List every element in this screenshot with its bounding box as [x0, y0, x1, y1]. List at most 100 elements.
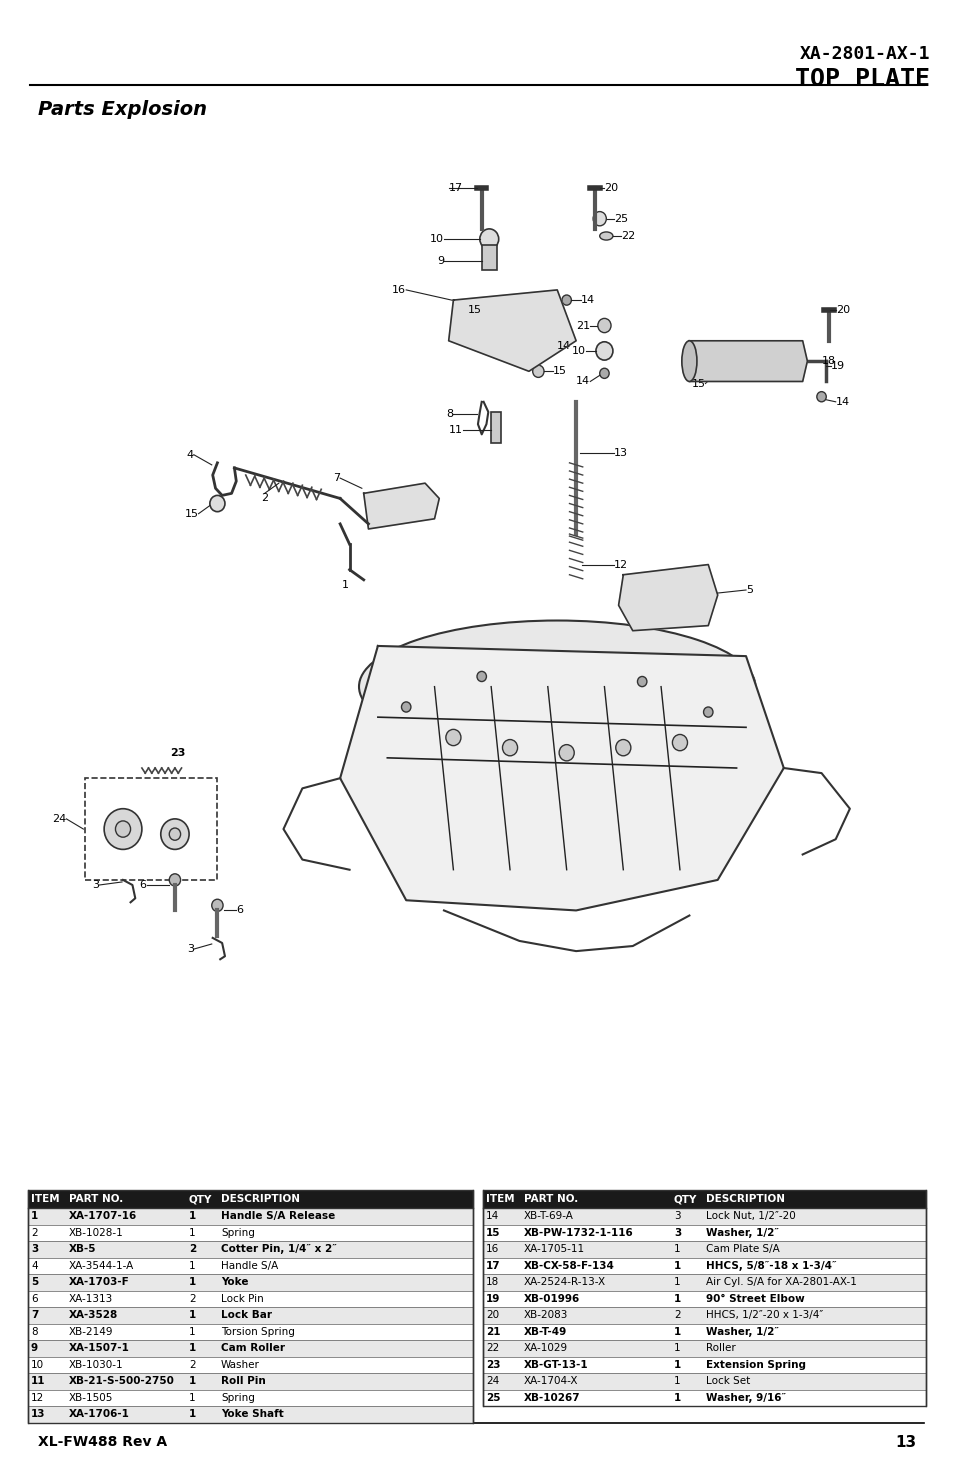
Text: 14: 14: [557, 341, 571, 351]
Text: Roll Pin: Roll Pin: [221, 1376, 266, 1386]
Bar: [482, 1357, 925, 1373]
Text: 9: 9: [30, 1344, 38, 1353]
Text: 14: 14: [835, 397, 849, 407]
Text: 8: 8: [446, 409, 453, 419]
Circle shape: [169, 873, 180, 886]
Text: Washer, 1/2″: Washer, 1/2″: [705, 1326, 779, 1336]
Bar: [491, 412, 500, 442]
Text: 19: 19: [485, 1294, 500, 1304]
Text: XB-2149: XB-2149: [69, 1326, 113, 1336]
Text: 2: 2: [189, 1360, 195, 1370]
Text: 5: 5: [30, 1277, 38, 1288]
Text: 10: 10: [430, 235, 443, 243]
Polygon shape: [340, 646, 783, 910]
Text: 16: 16: [392, 285, 406, 295]
Circle shape: [537, 341, 547, 351]
Text: XA-3528: XA-3528: [69, 1310, 118, 1320]
Text: 21: 21: [576, 320, 590, 330]
Text: 3: 3: [92, 881, 99, 889]
Text: 18: 18: [821, 355, 835, 366]
Text: 10: 10: [30, 1360, 44, 1370]
Circle shape: [593, 211, 606, 226]
Text: 6: 6: [139, 881, 147, 889]
Text: 3: 3: [187, 944, 193, 954]
Text: 22: 22: [620, 232, 635, 240]
Bar: [482, 1373, 925, 1389]
Text: 17: 17: [448, 183, 462, 193]
Bar: [482, 1323, 925, 1339]
Text: Torsion Spring: Torsion Spring: [221, 1326, 294, 1336]
Text: 14: 14: [580, 295, 595, 305]
Circle shape: [615, 739, 630, 755]
Text: 1: 1: [341, 580, 348, 590]
Text: 23: 23: [170, 748, 186, 758]
Ellipse shape: [358, 621, 755, 752]
Circle shape: [495, 304, 506, 316]
Text: 10: 10: [571, 347, 585, 355]
Text: 15: 15: [467, 305, 481, 316]
Text: 2: 2: [261, 494, 268, 503]
Text: Handle S/A Release: Handle S/A Release: [221, 1211, 335, 1221]
Bar: [28, 1274, 473, 1291]
Text: 11: 11: [448, 425, 462, 435]
Text: Lock Set: Lock Set: [705, 1376, 749, 1386]
Text: Roller: Roller: [705, 1344, 735, 1353]
Text: 1: 1: [673, 1245, 679, 1254]
Text: 3: 3: [673, 1211, 679, 1221]
Circle shape: [476, 671, 486, 681]
Text: Lock Bar: Lock Bar: [221, 1310, 272, 1320]
Text: 13: 13: [894, 1435, 915, 1450]
Text: XB-01996: XB-01996: [523, 1294, 579, 1304]
Bar: [28, 1373, 473, 1389]
Text: 1: 1: [189, 1227, 195, 1238]
Text: 22: 22: [485, 1344, 498, 1353]
Text: 1: 1: [189, 1326, 195, 1336]
Text: 2: 2: [189, 1294, 195, 1304]
Text: XA-1705-11: XA-1705-11: [523, 1245, 584, 1254]
Text: XB-PW-1732-1-116: XB-PW-1732-1-116: [523, 1227, 633, 1238]
Circle shape: [479, 229, 498, 249]
Ellipse shape: [681, 341, 697, 382]
Text: 1: 1: [673, 1344, 679, 1353]
Text: 15: 15: [184, 509, 198, 519]
Text: XB-21-S-500-2750: XB-21-S-500-2750: [69, 1376, 174, 1386]
Text: XA-1029: XA-1029: [523, 1344, 568, 1353]
Bar: [482, 1339, 925, 1357]
Text: 1: 1: [189, 1344, 196, 1353]
Bar: [481, 245, 497, 270]
Bar: [482, 1258, 925, 1274]
Bar: [28, 1357, 473, 1373]
Text: XA-1706-1: XA-1706-1: [69, 1409, 130, 1419]
Text: XA-1707-16: XA-1707-16: [69, 1211, 137, 1221]
Circle shape: [637, 677, 646, 687]
Circle shape: [161, 819, 189, 850]
Circle shape: [502, 739, 517, 755]
Text: 15: 15: [485, 1227, 500, 1238]
Text: 20: 20: [604, 183, 618, 193]
Text: 15: 15: [552, 366, 566, 376]
Text: XB-2083: XB-2083: [523, 1310, 568, 1320]
Text: 3: 3: [673, 1227, 680, 1238]
Text: XA-3544-1-A: XA-3544-1-A: [69, 1261, 134, 1271]
Text: ITEM: ITEM: [30, 1193, 59, 1204]
Text: Washer: Washer: [221, 1360, 259, 1370]
Text: Cotter Pin, 1/4″ x 2″: Cotter Pin, 1/4″ x 2″: [221, 1245, 336, 1254]
Text: 20: 20: [835, 305, 849, 316]
Text: 1: 1: [189, 1211, 196, 1221]
Text: 12: 12: [30, 1392, 44, 1403]
Text: 1: 1: [189, 1376, 196, 1386]
Ellipse shape: [599, 232, 612, 240]
Polygon shape: [448, 291, 576, 372]
Text: 9: 9: [436, 257, 443, 267]
Bar: [28, 1190, 473, 1422]
Text: 24: 24: [52, 814, 67, 825]
Circle shape: [532, 366, 543, 378]
Text: 1: 1: [189, 1310, 196, 1320]
Text: Washer, 9/16″: Washer, 9/16″: [705, 1392, 785, 1403]
Text: QTY: QTY: [189, 1193, 213, 1204]
Text: Spring: Spring: [221, 1392, 254, 1403]
Bar: [28, 1389, 473, 1406]
Text: 17: 17: [485, 1261, 500, 1271]
Circle shape: [445, 729, 460, 746]
Bar: [482, 1389, 925, 1406]
